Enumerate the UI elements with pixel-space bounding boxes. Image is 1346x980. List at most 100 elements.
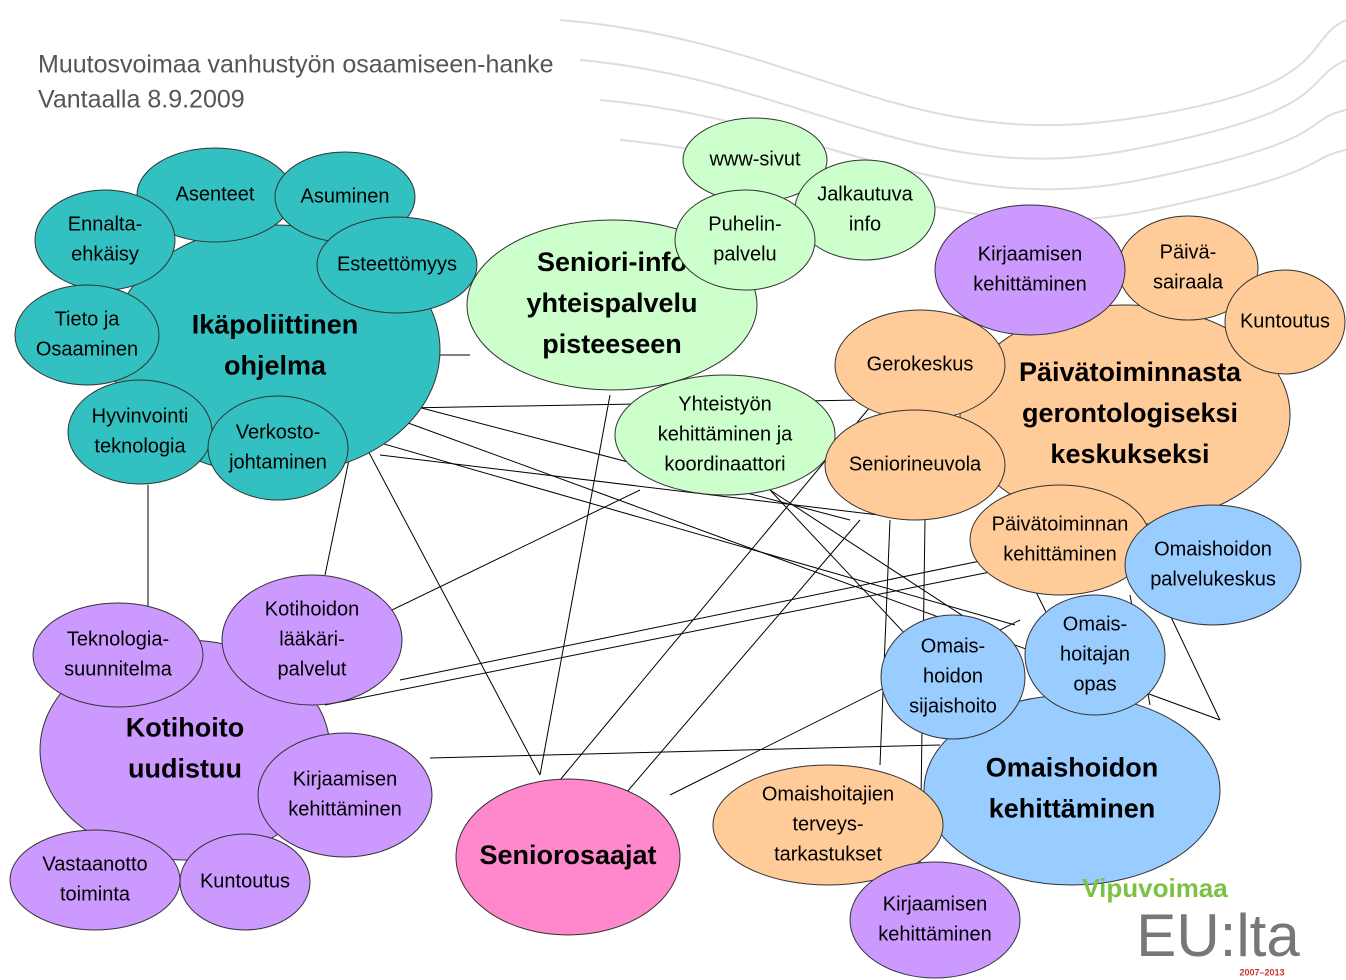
- node: Esteettömyys: [317, 217, 477, 313]
- node-label: Tieto ja: [55, 308, 121, 330]
- node-title: yhteispalvelu: [526, 288, 697, 318]
- connector: [620, 520, 860, 800]
- bubble: [1125, 505, 1301, 625]
- node-label: www-sivut: [708, 148, 801, 170]
- node-title: Seniori-info: [537, 247, 687, 277]
- node-title: pisteeseen: [542, 329, 682, 359]
- node-label: Asenteet: [176, 183, 255, 205]
- bubble: [33, 603, 203, 707]
- node-title: Seniorosaajat: [479, 840, 656, 870]
- node-label: terveys-: [792, 813, 863, 835]
- bubble: [935, 205, 1125, 335]
- title-line: Vantaalla 8.9.2009: [38, 86, 245, 114]
- node-label: ehkäisy: [71, 243, 139, 265]
- bubble: [258, 733, 432, 857]
- node: Teknologia-suunnitelma: [33, 603, 203, 707]
- node-title: Omaishoidon: [986, 753, 1159, 783]
- node-title: kehittäminen: [989, 794, 1156, 824]
- bubble: [35, 190, 175, 290]
- node: Tieto ja Osaaminen: [15, 285, 159, 385]
- node-label: Kirjaamisen: [978, 243, 1082, 265]
- logo-suffix: EU:lta: [1136, 902, 1300, 969]
- node-label: Puhelin-: [708, 213, 781, 235]
- node-label: Osaaminen: [36, 338, 138, 360]
- node-title: ohjelma: [224, 351, 327, 381]
- node-title: Ikäpoliittinen: [192, 310, 359, 340]
- node-label: palvelukeskus: [1150, 568, 1276, 590]
- node-label: Teknologia-: [67, 628, 169, 650]
- node: Puhelin-palvelu: [675, 190, 815, 290]
- connector: [540, 395, 610, 775]
- node: Verkosto-johtaminen: [208, 396, 348, 500]
- node-label: johtaminen: [228, 451, 327, 473]
- node: Päivätoiminnankehittäminen: [970, 485, 1150, 595]
- decoration: [560, 20, 1346, 220]
- node-label: Omais-: [921, 635, 985, 657]
- node-label: Hyvinvointi: [92, 405, 189, 427]
- node-label: Päivä-: [1160, 241, 1217, 263]
- node-label: Kirjaamisen: [883, 893, 987, 915]
- bubble: [675, 190, 815, 290]
- node-label: Ennalta-: [68, 213, 143, 235]
- node-label: suunnitelma: [64, 658, 173, 680]
- logo-years: 2007–2013: [1239, 967, 1284, 977]
- node-label: Asuminen: [301, 185, 390, 207]
- node-label: Omais-: [1063, 613, 1127, 635]
- node: Kuntoutus: [180, 834, 310, 930]
- node-title: Kotihoito: [126, 713, 244, 743]
- node: Gerokeskus: [835, 310, 1005, 420]
- logo-name: Vipuvoimaa: [1082, 873, 1228, 903]
- node-label: koordinaattori: [664, 453, 785, 475]
- connector: [880, 520, 890, 765]
- title-line: Muutosvoimaa vanhustyön osaamiseen-hanke: [38, 51, 554, 79]
- bubble: [970, 485, 1150, 595]
- node-label: Päivätoiminnan: [992, 513, 1129, 535]
- node-label: Seniorineuvola: [849, 453, 982, 475]
- node-label: Omaishoitajien: [762, 783, 894, 805]
- node: Kirjaamisen kehittäminen: [850, 862, 1020, 978]
- node-label: kehittäminen: [973, 273, 1086, 295]
- connector: [430, 745, 940, 758]
- node-label: kehittäminen ja: [658, 423, 793, 445]
- diagram: Muutosvoimaa vanhustyön osaamiseen-hanke…: [0, 0, 1346, 980]
- node: Seniorineuvola: [825, 410, 1005, 520]
- node-label: Kuntoutus: [1240, 310, 1330, 332]
- node-title: Päivätoiminnasta: [1019, 357, 1242, 387]
- node-label: Yhteistyön: [678, 393, 771, 415]
- node-label: Kirjaamisen: [293, 768, 397, 790]
- nodes: Ikäpoliittinen ohjelma Seniori-info yhteisp…: [10, 118, 1345, 978]
- bubble: [10, 830, 180, 930]
- bubble: [15, 285, 159, 385]
- node-label: kehittäminen: [288, 798, 401, 820]
- node-label: kehittäminen: [878, 923, 991, 945]
- node-label: palvelut: [278, 658, 347, 680]
- node: Kirjaamisen kehittäminen: [258, 733, 432, 857]
- bubble: [208, 396, 348, 500]
- node-label: toiminta: [60, 883, 131, 905]
- node-label: teknologia: [94, 435, 186, 457]
- page: {"header": {"title_lines": ["Muutosvoima…: [0, 0, 1346, 980]
- node-label: info: [849, 213, 881, 235]
- node: Kotihoidonlääkäri-palvelut: [222, 575, 402, 705]
- node: Seniorosaajat: [456, 779, 680, 935]
- node-label: hoitajan: [1060, 643, 1130, 665]
- node-label: palvelu: [713, 243, 776, 265]
- node-title: gerontologiseksi: [1022, 398, 1238, 428]
- node-label: Esteettömyys: [337, 253, 457, 275]
- node: Kuntoutus: [1225, 270, 1345, 374]
- node: Jalkautuva info: [795, 160, 935, 260]
- node: Kirjaamisen kehittäminen: [935, 205, 1125, 335]
- node-label: hoidon: [923, 665, 983, 687]
- node-label: sairaala: [1153, 271, 1224, 293]
- bubble: [68, 380, 212, 484]
- node: Ennalta-ehkäisy: [35, 190, 175, 290]
- node-label: Jalkautuva: [817, 183, 913, 205]
- node-label: Kotihoidon: [265, 598, 360, 620]
- node-label: Gerokeskus: [867, 353, 974, 375]
- bubble: [850, 862, 1020, 978]
- node: Yhteistyön kehittäminen ja koordinaattori: [615, 375, 835, 495]
- node-label: Kuntoutus: [200, 870, 290, 892]
